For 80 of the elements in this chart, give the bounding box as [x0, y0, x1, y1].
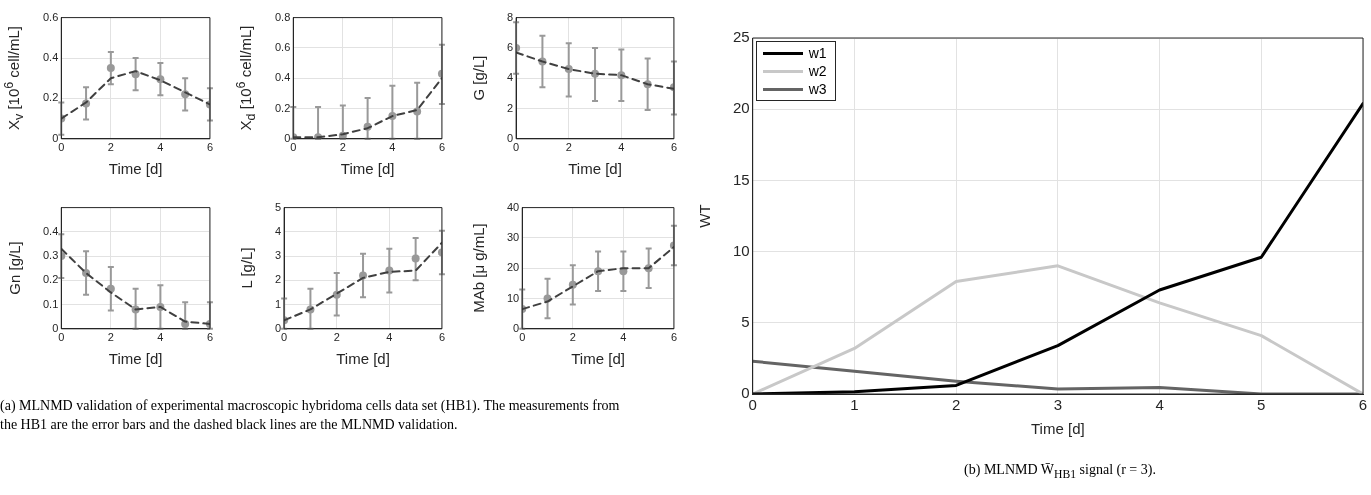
- line-series: [284, 241, 442, 322]
- y-tick-label: 0.2: [42, 273, 59, 286]
- x-tick-label: 4: [157, 331, 164, 344]
- y-tick-label: 0: [284, 131, 291, 144]
- x-tick-label: 2: [569, 331, 576, 344]
- y-tick-label: 0.2: [42, 91, 59, 104]
- y-tick-label: 0.2: [274, 101, 291, 114]
- y-tick-label: 20: [506, 261, 520, 274]
- y-tick-label: 5: [274, 200, 282, 213]
- x-tick-label: 4: [620, 331, 627, 344]
- y-tick-label: 0: [741, 384, 750, 402]
- x-axis-title: Time [d]: [568, 160, 622, 177]
- y-tick-label: 0.1: [42, 297, 59, 310]
- x-axis-title: Time [d]: [336, 350, 390, 367]
- y-tick-label: 0: [274, 321, 282, 334]
- point: [411, 254, 420, 263]
- x-tick-label: 6: [206, 331, 213, 344]
- x-tick-label: 4: [157, 141, 164, 154]
- y-tick-label: 25: [733, 28, 750, 46]
- text: (b) MLNMD W̄$_{HB1}$ signal (r = 3).: [963, 461, 1157, 483]
- y-tick-label: 0.4: [274, 71, 291, 84]
- y-axis-title: G [g/L]: [469, 55, 487, 101]
- x-tick-label: 2: [951, 396, 961, 414]
- y-tick-label: 8: [506, 10, 514, 23]
- x-tick-label: 2: [107, 141, 114, 154]
- y-tick-label: 10: [506, 291, 520, 304]
- x-axis-title: Time [d]: [571, 350, 625, 367]
- y-tick-label: 4: [506, 71, 514, 84]
- y-tick-label: 0.3: [42, 249, 59, 262]
- x-axis-title: Time [d]: [1031, 420, 1085, 437]
- y-tick-label: 0: [52, 131, 59, 144]
- x-axis-title: Time [d]: [108, 350, 163, 367]
- legend-label: w1: [808, 45, 827, 61]
- text: (a) MLNMD validation of experimental macroscopic hybridoma cells data set (HB1). The measurements from the HB1 are the error bars and the dashed black lines are the MLNMD validation.: [0, 397, 621, 434]
- x-tick-label: 6: [438, 141, 445, 154]
- y-tick-label: 4: [274, 224, 282, 237]
- y-tick-label: 0.4: [42, 51, 59, 64]
- x-axis-title: Time [d]: [340, 160, 395, 177]
- y-tick-label: 0.8: [274, 10, 291, 23]
- y-axis-title: L [g/L]: [237, 247, 255, 289]
- y-tick-label: 0: [513, 321, 520, 334]
- x-tick-label: 2: [339, 141, 346, 154]
- x-tick-label: 6: [670, 331, 677, 344]
- y-tick-label: 1: [274, 297, 282, 310]
- x-axis-title: Time [d]: [108, 160, 163, 177]
- y-tick-label: 40: [506, 200, 520, 213]
- x-tick-label: 4: [386, 331, 393, 344]
- x-tick-label: 6: [1358, 396, 1368, 414]
- y-tick-label: 0.6: [42, 10, 59, 23]
- x-tick-label: 3: [1053, 396, 1063, 414]
- y-tick-label: 30: [506, 230, 520, 243]
- y-axis-title: MAb [μ g/mL]: [469, 223, 487, 313]
- x-tick-label: 4: [618, 141, 625, 154]
- x-tick-label: 6: [206, 141, 213, 154]
- x-tick-label: 2: [107, 331, 114, 344]
- x-tick-label: 4: [389, 141, 396, 154]
- y-tick-label: 5: [741, 312, 750, 330]
- y-axis-title: WT: [695, 204, 713, 228]
- x-tick-label: 4: [1155, 396, 1164, 414]
- y-tick-label: 3: [274, 249, 282, 262]
- y-tick-label: 15: [733, 170, 750, 188]
- legend-label: w2: [808, 63, 827, 79]
- y-tick-label: 2: [274, 273, 282, 286]
- x-tick-label: 6: [438, 331, 445, 344]
- y-tick-label: 6: [506, 40, 514, 53]
- x-tick-label: 1: [850, 396, 859, 414]
- y-axis-title: Gn [g/L]: [5, 241, 23, 295]
- y-tick-label: 10: [733, 241, 750, 259]
- x-tick-label: 2: [333, 331, 340, 344]
- legend-label: w3: [808, 81, 827, 97]
- y-tick-label: 2: [506, 101, 514, 114]
- y-tick-label: 0: [506, 131, 514, 144]
- y-tick-label: 0.6: [274, 40, 291, 53]
- y-tick-label: 0: [52, 321, 59, 334]
- x-tick-label: 6: [670, 141, 677, 154]
- y-tick-label: 20: [733, 99, 750, 117]
- x-tick-label: 2: [565, 141, 572, 154]
- point: [106, 64, 115, 73]
- x-tick-label: 5: [1257, 396, 1266, 414]
- y-tick-label: 0.4: [42, 224, 59, 237]
